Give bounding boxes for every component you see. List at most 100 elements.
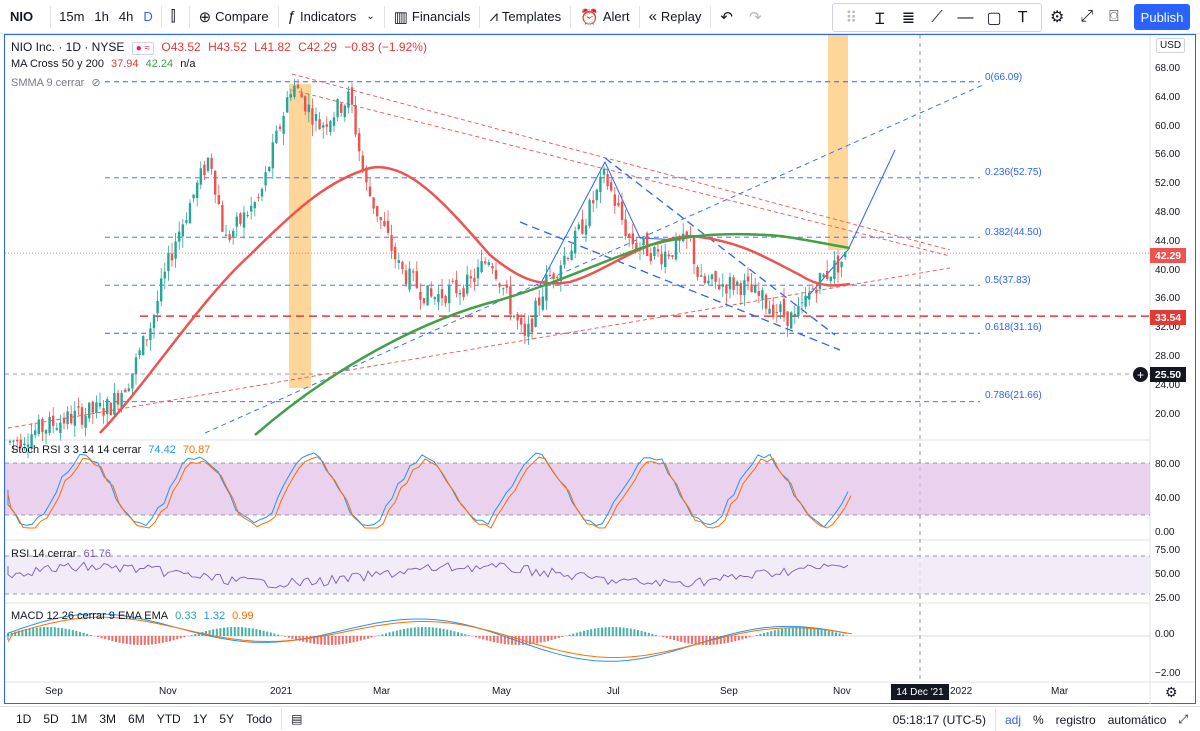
scroll-to-date-button[interactable]: ⤢: [1172, 712, 1194, 727]
clock-time[interactable]: 05:18:17 (UTC-5): [892, 712, 986, 727]
macd-histogram-bar: [550, 636, 553, 641]
candle-body: [253, 202, 256, 209]
range-1d[interactable]: 1D: [16, 712, 32, 726]
date-tick: Mar: [373, 686, 391, 697]
candle-body: [527, 323, 530, 337]
macd-histogram-bar: [169, 636, 171, 642]
ohlc-high: H43.52: [208, 40, 247, 54]
range-ytd[interactable]: YTD: [156, 712, 181, 726]
macd-histogram-bar: [197, 632, 200, 636]
ma-cross-legend[interactable]: MA Cross 50 y 200 37.94 42.24 n/a: [11, 58, 199, 70]
macd-histogram-bar: [572, 633, 575, 636]
interval-4h[interactable]: 4h: [118, 9, 134, 24]
templates-button[interactable]: ⩘ Templates: [483, 0, 567, 34]
macd-histogram-bar: [125, 636, 128, 644]
range-3m[interactable]: 3M: [99, 712, 117, 726]
adj-toggle[interactable]: adj: [1004, 712, 1021, 727]
macd-histogram-bar: [777, 629, 780, 636]
range-6m[interactable]: 6M: [128, 712, 145, 726]
macd-signal-line: [7, 616, 852, 658]
macd-legend[interactable]: MACD 12 26 cerrar 9 EMA EMA 0.33 1.32 0.…: [11, 610, 258, 622]
candle-body: [559, 265, 562, 282]
macd-histogram-bar: [820, 629, 823, 636]
currency-selector[interactable]: USD: [1156, 38, 1186, 53]
candle-body: [152, 315, 156, 329]
rsi-legend[interactable]: RSI 14 cerrar 61.76: [11, 548, 115, 560]
chart-settings-gear-icon[interactable]: ⚙: [1165, 684, 1178, 700]
legend-toggle-icon[interactable]: ● ≈: [131, 42, 155, 55]
interval-1d[interactable]: D: [143, 9, 153, 24]
percent-toggle[interactable]: %: [1033, 712, 1044, 727]
fib-lines-icon[interactable]: ≣: [901, 9, 916, 27]
rewind-icon: «: [648, 8, 657, 25]
candle-body: [671, 255, 674, 257]
range-1m[interactable]: 1M: [70, 712, 88, 726]
macd-histogram-bar: [467, 635, 470, 636]
redo-button[interactable]: ↷: [743, 0, 772, 34]
compare-button[interactable]: ⊕ Compare: [193, 0, 275, 34]
financials-button[interactable]: ▥ Financials: [388, 0, 477, 34]
range-5d[interactable]: 5D: [43, 712, 59, 726]
candle-body: [98, 402, 102, 407]
rectangle-icon[interactable]: ▢: [986, 9, 1002, 27]
eye-hidden-icon[interactable]: ⊘: [91, 77, 101, 89]
macd-histogram-bar: [320, 636, 323, 645]
indicators-button[interactable]: ƒ Indicators ⌄: [282, 0, 381, 34]
undo-button[interactable]: ↶: [714, 0, 743, 34]
publish-button[interactable]: Publish: [1134, 4, 1190, 30]
candle-body: [811, 288, 814, 290]
macd-histogram-bar: [10, 632, 13, 636]
macd-histogram-bar: [233, 627, 236, 636]
macd-histogram-bar: [295, 636, 297, 640]
candle-body: [196, 182, 199, 198]
text-cursor-icon[interactable]: Ɪ: [875, 10, 885, 28]
gear-icon: ⚙: [1050, 9, 1065, 26]
candle-body: [426, 285, 429, 306]
chart-canvas[interactable]: [0, 0, 1200, 706]
candle-body: [70, 413, 73, 424]
candle-body: [124, 389, 127, 393]
macd-histogram-bar: [683, 636, 686, 643]
settings-button[interactable]: ⚙: [1042, 0, 1072, 34]
macd-histogram-bar: [662, 636, 665, 638]
fullscreen-button[interactable]: ⤢: [1072, 0, 1101, 34]
main-legend: NIO Inc. · 1D · NYSE ● ≈ O43.52 H43.52 L…: [11, 40, 431, 55]
macd-histogram-bar: [208, 630, 211, 636]
stoch-legend[interactable]: Stoch RSI 3 3 14 14 cerrar 74.42 70.87: [11, 444, 214, 456]
macd-histogram-bar: [21, 629, 24, 636]
interval-15m[interactable]: 15m: [59, 9, 85, 24]
macd-histogram-bar: [442, 628, 445, 636]
range-1y[interactable]: 1Y: [192, 712, 208, 726]
drag-handle-icon[interactable]: ⠿: [845, 9, 858, 27]
range-all[interactable]: Todo: [246, 712, 273, 726]
candle-body: [415, 271, 418, 288]
macd-histogram-bar: [529, 636, 531, 645]
range-5y[interactable]: 5Y: [219, 712, 235, 726]
divider: [281, 708, 283, 730]
trend-line-icon[interactable]: ⟋: [931, 8, 943, 26]
horizontal-line-icon[interactable]: —: [957, 8, 974, 26]
text-tool-icon[interactable]: T: [1017, 8, 1028, 26]
candle-body: [592, 200, 595, 204]
add-alert-plus-icon[interactable]: +: [1133, 367, 1148, 382]
auto-toggle[interactable]: automático: [1107, 712, 1167, 727]
macd-histogram-bar: [345, 636, 348, 644]
alert-button[interactable]: ⏰ Alert: [574, 0, 635, 34]
replay-button[interactable]: «Replay: [643, 0, 708, 34]
date-range-button[interactable]: ▤: [285, 712, 308, 726]
macd-histogram-bar: [413, 627, 416, 636]
smma-legend[interactable]: SMMA 9 cerrar ⊘: [11, 76, 105, 89]
candle-body: [613, 194, 616, 206]
snapshot-button[interactable]: ⌼: [1101, 0, 1127, 34]
interval-1h[interactable]: 1h: [94, 9, 109, 24]
candle-body: [412, 271, 415, 273]
chart-type-button[interactable]: ⫿: [165, 0, 186, 34]
log-toggle[interactable]: registro: [1055, 712, 1096, 727]
date-tick: 2022: [950, 686, 973, 697]
macd-histogram-bar: [597, 627, 600, 636]
candle-body: [365, 167, 368, 183]
macd-histogram-bar: [403, 628, 405, 636]
symbol-search-button[interactable]: NIO: [10, 9, 34, 24]
candle-body: [91, 401, 94, 413]
chart-frame[interactable]: [4, 34, 1196, 704]
